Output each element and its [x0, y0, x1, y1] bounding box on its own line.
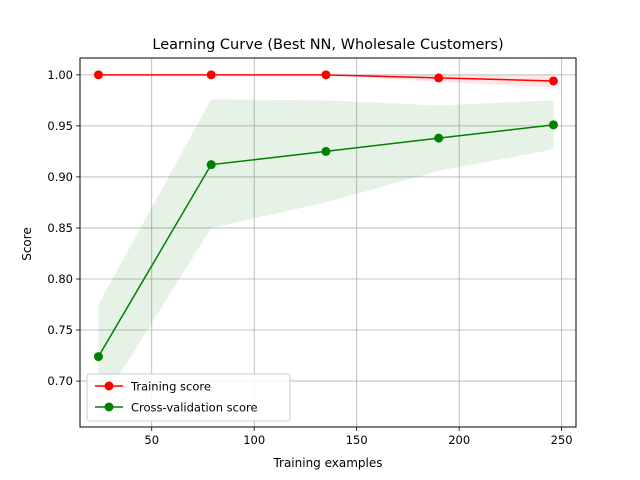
data-point	[434, 73, 444, 83]
axis-ticks: 50 100 150 200 250 0.70 0.75 0.80 0.85 0.90 0.95 1.…	[47, 68, 572, 447]
data-point	[321, 70, 331, 80]
legend-label-1: Cross-validation score	[131, 401, 258, 415]
x-tick-label: 250	[551, 433, 573, 447]
y-tick-label: 0.70	[47, 374, 73, 388]
legend-marker-0	[104, 381, 114, 391]
data-point	[93, 352, 103, 362]
data-point	[206, 160, 216, 170]
chart-title: Learning Curve (Best NN, Wholesale Custo…	[152, 37, 503, 53]
y-tick-label: 0.95	[47, 119, 73, 133]
legend: Training score Cross-validation score	[86, 373, 291, 422]
y-tick-label: 0.85	[47, 221, 73, 235]
data-point	[548, 120, 558, 130]
y-axis-label: Score	[20, 227, 34, 261]
data-point	[206, 70, 216, 80]
x-tick-label: 200	[448, 433, 470, 447]
x-axis-label: Training examples	[272, 456, 382, 470]
y-tick-label: 0.80	[47, 272, 73, 286]
data-point	[93, 70, 103, 80]
data-point	[548, 76, 558, 86]
x-tick-label: 100	[243, 433, 265, 447]
data-point	[321, 146, 331, 156]
data-point	[434, 133, 444, 143]
y-tick-label: 0.90	[47, 170, 73, 184]
confidence-band-1	[98, 99, 554, 409]
x-tick-label: 50	[144, 433, 159, 447]
y-tick-label: 1.00	[47, 68, 73, 82]
legend-box	[86, 373, 291, 422]
legend-marker-1	[104, 402, 114, 412]
y-tick-label: 0.75	[47, 323, 73, 337]
series-points	[93, 70, 558, 362]
legend-label-0: Training score	[130, 380, 211, 394]
plot-frame	[79, 57, 577, 428]
x-tick-label: 150	[346, 433, 368, 447]
